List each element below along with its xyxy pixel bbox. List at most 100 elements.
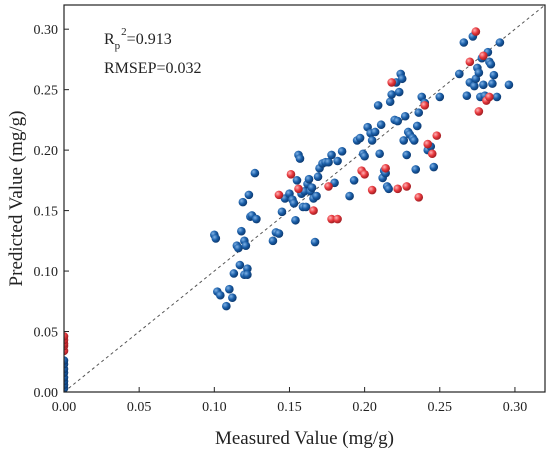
r-symbol: R bbox=[104, 31, 115, 48]
data-point bbox=[385, 97, 395, 107]
data-point bbox=[337, 147, 347, 156]
y-tick-label: 0.15 bbox=[34, 205, 59, 220]
data-point bbox=[370, 127, 380, 137]
data-point bbox=[474, 107, 484, 116]
data-point bbox=[237, 226, 246, 236]
reference-line-y-equals-x bbox=[63, 4, 546, 393]
data-point bbox=[277, 207, 287, 217]
data-points bbox=[64, 27, 514, 392]
data-point bbox=[486, 59, 496, 69]
data-point bbox=[387, 90, 396, 99]
x-tick-label: 0.00 bbox=[52, 400, 77, 415]
r-squared-annotation: Rp2=0.913 bbox=[104, 26, 172, 52]
data-point bbox=[216, 290, 225, 300]
data-point bbox=[375, 149, 384, 159]
data-point bbox=[376, 120, 386, 130]
data-point bbox=[479, 80, 488, 90]
data-point bbox=[394, 87, 404, 97]
data-point bbox=[228, 293, 237, 302]
data-point bbox=[471, 27, 481, 36]
y-tick-label: 0.20 bbox=[34, 144, 59, 159]
data-point bbox=[238, 197, 248, 207]
data-point bbox=[289, 199, 299, 208]
data-point bbox=[381, 163, 390, 173]
x-tick-label: 0.05 bbox=[127, 400, 152, 415]
r-superscript: 2 bbox=[121, 26, 127, 38]
y-tick-label: 0.00 bbox=[34, 386, 59, 401]
data-point bbox=[479, 51, 488, 61]
svg-text:Rp2=0.913: Rp2=0.913 bbox=[104, 26, 172, 52]
x-axis: 0.00 0.05 0.10 0.15 0.20 0.25 0.30 bbox=[52, 387, 527, 415]
r-subscript: p bbox=[115, 40, 121, 52]
data-point bbox=[435, 92, 445, 102]
x-tick-label: 0.15 bbox=[277, 400, 302, 415]
data-point bbox=[229, 269, 239, 278]
data-point bbox=[455, 69, 464, 79]
data-point bbox=[241, 241, 251, 250]
data-point bbox=[504, 80, 514, 90]
data-point bbox=[345, 191, 354, 201]
x-tick-label: 0.25 bbox=[428, 400, 453, 415]
data-point bbox=[225, 284, 234, 294]
data-point bbox=[327, 150, 336, 160]
y-tick-label: 0.10 bbox=[34, 265, 59, 280]
y-axis: 0.00 0.05 0.10 0.15 0.20 0.25 0.30 bbox=[34, 23, 69, 401]
data-point bbox=[244, 190, 254, 200]
data-point bbox=[64, 332, 69, 341]
data-point bbox=[399, 136, 409, 145]
data-point bbox=[393, 184, 402, 194]
data-point bbox=[301, 202, 311, 212]
data-point bbox=[414, 192, 424, 202]
data-point bbox=[333, 156, 342, 166]
data-point bbox=[222, 301, 231, 311]
data-point bbox=[324, 157, 333, 167]
data-point bbox=[489, 70, 499, 80]
plot-frame bbox=[63, 4, 546, 393]
data-point bbox=[462, 91, 472, 101]
data-point bbox=[313, 172, 323, 182]
data-point bbox=[307, 183, 317, 192]
data-point bbox=[367, 185, 377, 195]
r-value: =0.913 bbox=[127, 31, 172, 48]
data-point bbox=[429, 162, 439, 172]
data-point bbox=[291, 215, 300, 225]
data-point bbox=[411, 165, 421, 174]
data-point bbox=[295, 154, 305, 163]
data-point bbox=[402, 182, 412, 191]
data-point bbox=[492, 92, 502, 102]
data-point bbox=[432, 131, 442, 140]
data-point bbox=[312, 191, 321, 201]
x-tick-label: 0.10 bbox=[202, 400, 227, 415]
data-point bbox=[360, 151, 369, 161]
data-point bbox=[309, 206, 318, 215]
data-point bbox=[250, 168, 260, 178]
data-point bbox=[402, 150, 412, 160]
data-point bbox=[412, 121, 422, 131]
reference-line bbox=[63, 4, 546, 393]
data-point bbox=[409, 136, 419, 145]
data-point bbox=[235, 260, 245, 270]
data-point bbox=[423, 139, 433, 149]
data-point bbox=[64, 356, 69, 365]
data-point bbox=[387, 78, 396, 87]
data-point bbox=[420, 101, 430, 110]
data-point bbox=[274, 190, 284, 200]
data-point bbox=[286, 170, 296, 179]
x-tick-label: 0.30 bbox=[503, 400, 528, 415]
data-point bbox=[211, 234, 221, 243]
data-point bbox=[474, 68, 484, 78]
y-axis-title: Predicted Value (mg/g) bbox=[6, 111, 27, 287]
data-point bbox=[488, 79, 497, 88]
data-point bbox=[252, 214, 261, 224]
y-tick-label: 0.05 bbox=[34, 326, 59, 341]
data-point bbox=[427, 149, 437, 159]
data-point bbox=[485, 92, 494, 102]
data-point bbox=[327, 214, 336, 224]
data-point bbox=[324, 182, 333, 191]
data-point bbox=[373, 101, 383, 110]
data-point bbox=[243, 264, 252, 273]
data-point bbox=[243, 270, 252, 279]
data-point bbox=[384, 184, 393, 194]
series-calibration bbox=[64, 32, 514, 392]
